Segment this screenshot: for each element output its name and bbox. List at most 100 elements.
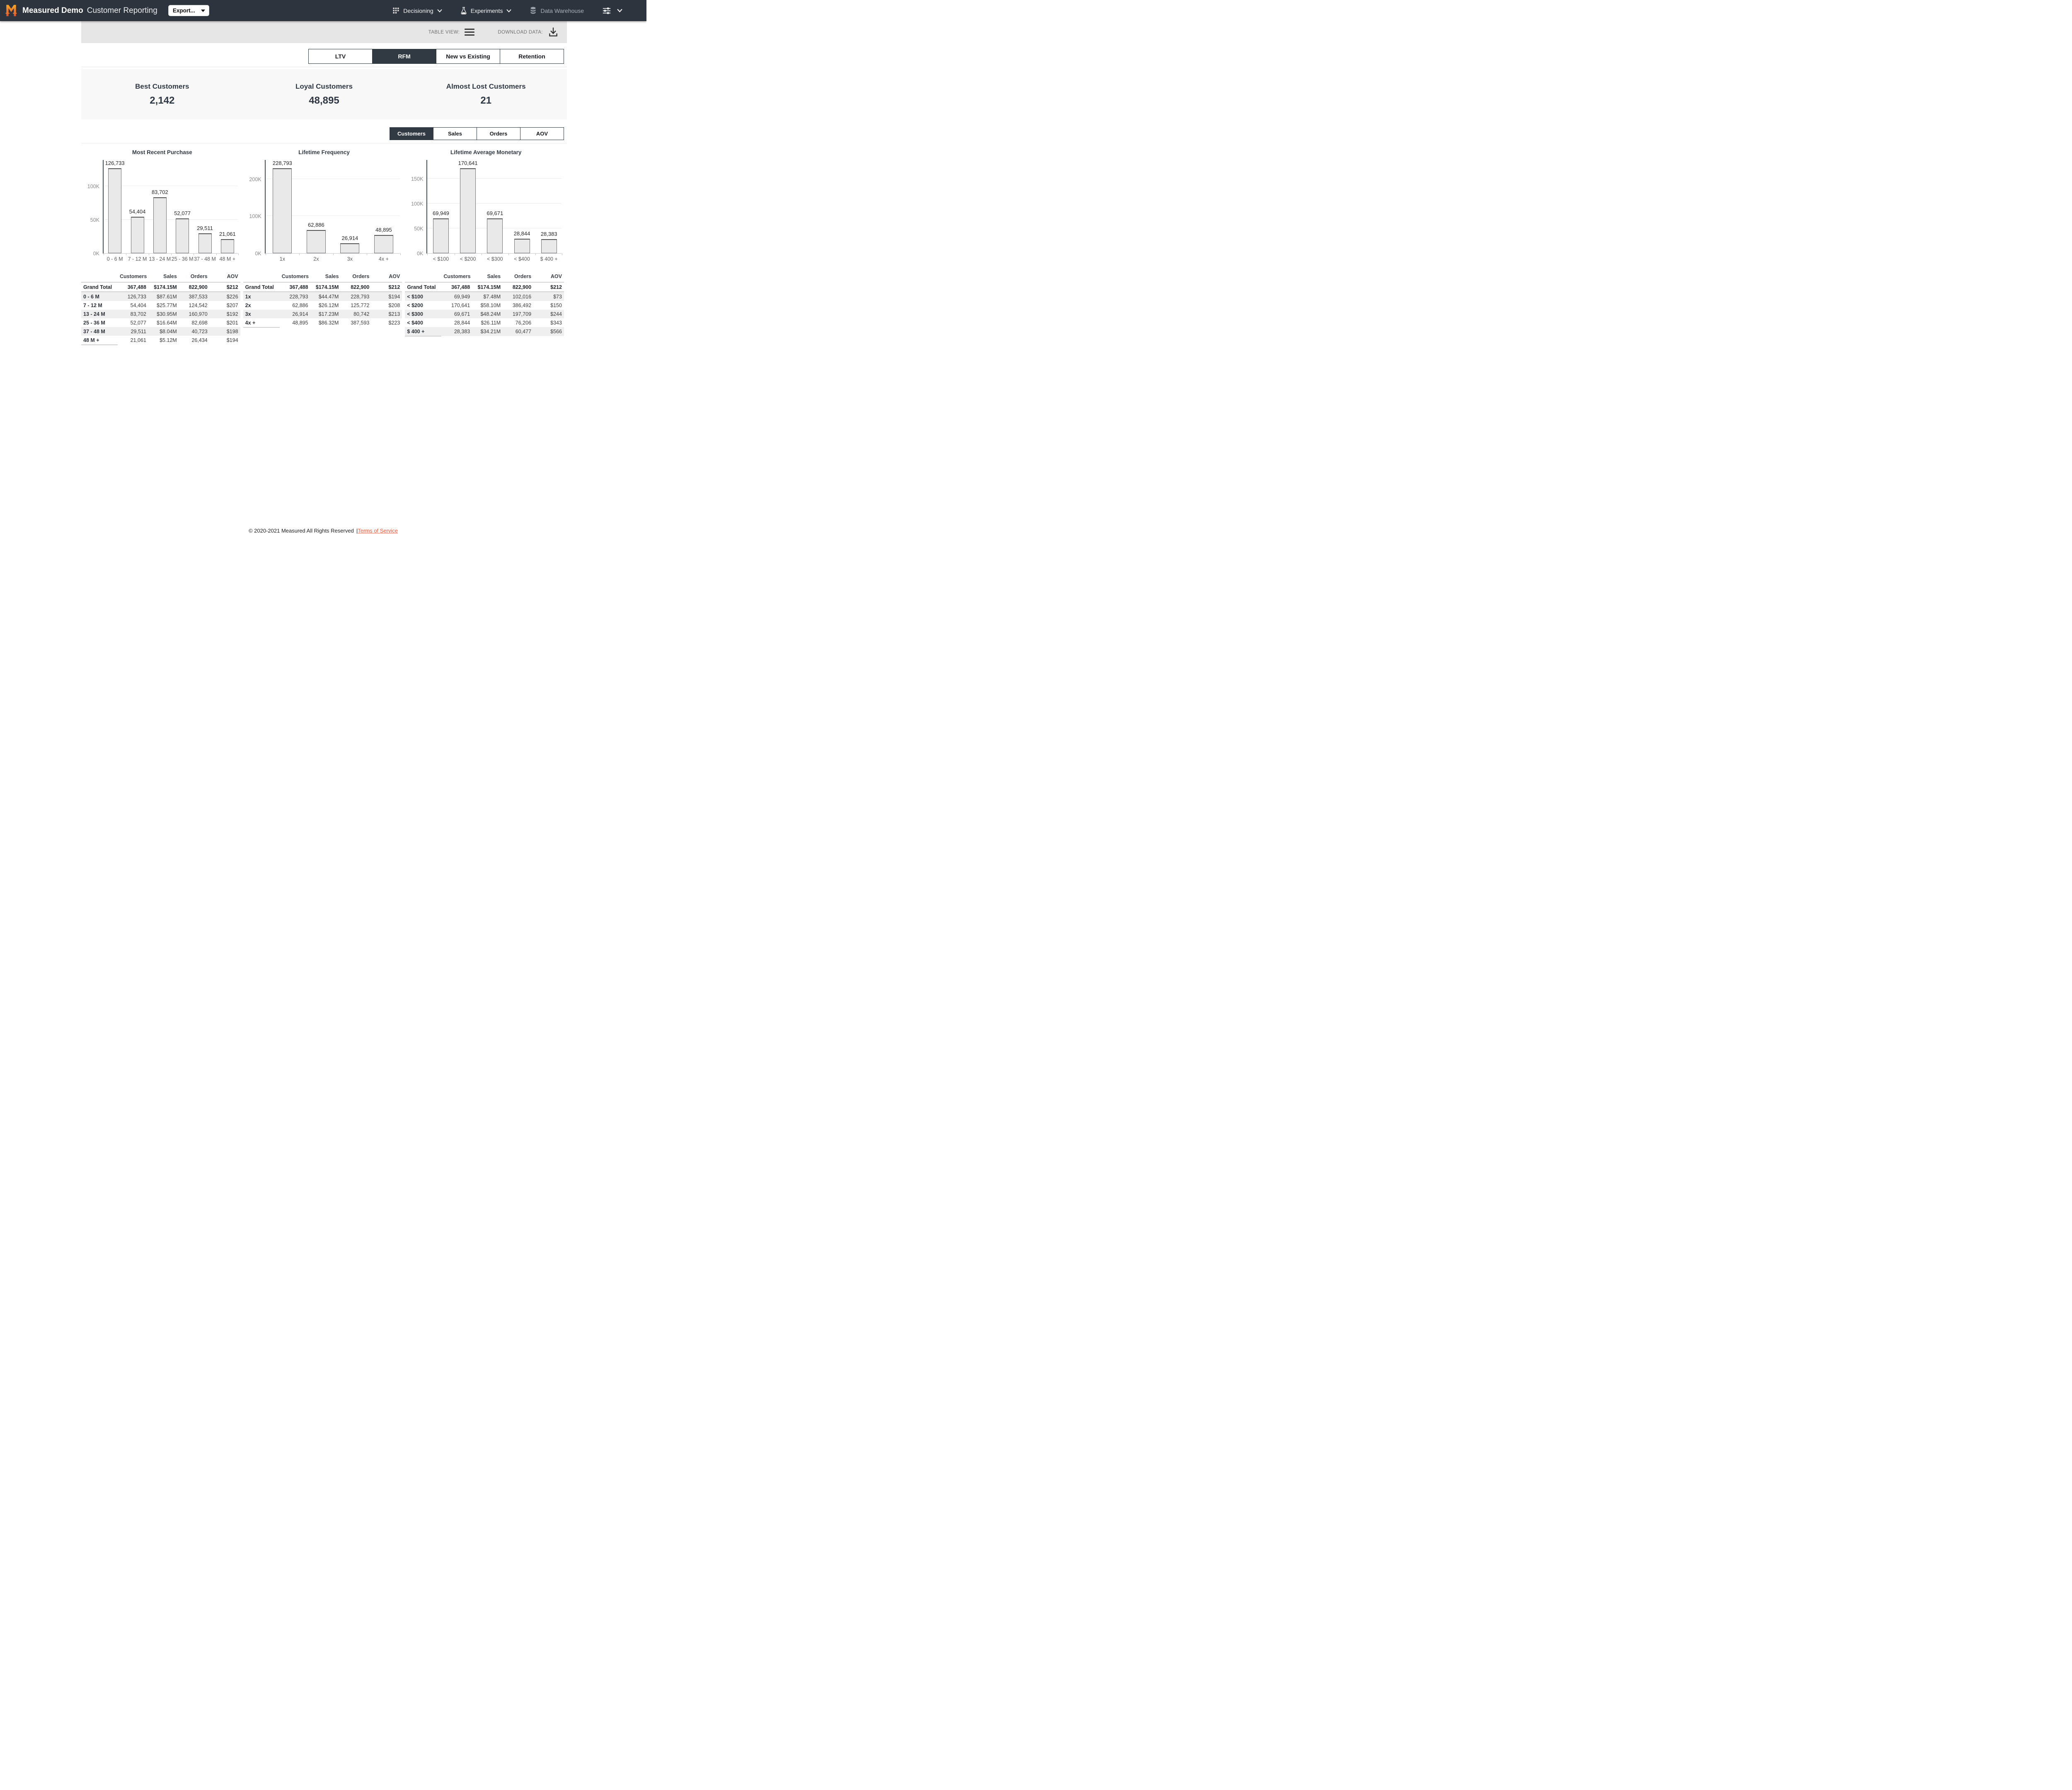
cell: $58.10M	[480, 302, 501, 308]
cell: $208	[388, 302, 400, 308]
bar-2x[interactable]	[306, 230, 326, 253]
column-header: Orders	[514, 274, 532, 279]
cell: $150	[550, 302, 562, 308]
bar-value-label: 126,733	[105, 160, 125, 166]
bar-48-m-[interactable]	[220, 239, 234, 253]
cell: 822,900	[179, 282, 210, 292]
x-tick	[400, 253, 401, 255]
cell: 386,492	[512, 302, 532, 308]
cell: $16.64M	[157, 320, 177, 326]
cell: 28,844	[454, 320, 470, 326]
column-header: Customers	[443, 274, 471, 279]
cell: $223	[388, 320, 400, 326]
tab-new-vs-existing[interactable]: New vs Existing	[436, 49, 500, 64]
cell: $212	[371, 282, 402, 292]
bar--400-[interactable]	[541, 239, 557, 253]
bar-3x[interactable]	[340, 243, 360, 253]
terms-of-service-link[interactable]: Terms of Service	[358, 528, 398, 534]
data-table: Customers Sales Orders AOV Grand Total 367,48…	[81, 272, 240, 345]
bar-37-48-m[interactable]	[198, 233, 212, 253]
tab-retention[interactable]: Retention	[500, 49, 564, 64]
x-axis-label: 3x	[347, 256, 353, 262]
tab-sales[interactable]: Sales	[433, 127, 477, 140]
column-header: AOV	[550, 274, 562, 279]
sliders-icon[interactable]	[602, 6, 611, 15]
x-axis-label: 48 M +	[219, 256, 236, 262]
cell: $87.61M	[157, 293, 177, 300]
bar-25-36-m[interactable]	[176, 218, 189, 253]
tab-customers[interactable]: Customers	[390, 127, 433, 140]
cell: $5.12M	[160, 337, 177, 343]
x-tick	[171, 253, 172, 255]
y-tick-label: 200K	[249, 176, 261, 182]
cell: $25.77M	[157, 302, 177, 308]
chevron-down-icon[interactable]	[617, 9, 622, 12]
nav-item-experiments[interactable]: Experiments	[460, 7, 512, 15]
bar-4x-[interactable]	[374, 235, 393, 253]
y-axis: 0K 50K 100K	[84, 160, 102, 257]
cell: 83,702	[130, 311, 146, 317]
cell: $174.15M	[148, 282, 179, 292]
chart-plot: 0K 50K 100K 126,733 0 - 6 M 54,404 7 - 12 M 83…	[84, 160, 239, 262]
x-axis-label: 37 - 48 M	[194, 256, 216, 262]
x-axis-label: < $100	[433, 256, 449, 262]
data-table: Customers Sales Orders AOV Grand Total 367,48…	[243, 272, 402, 328]
cell: $30.95M	[157, 311, 177, 317]
tab-aov[interactable]: AOV	[520, 127, 564, 140]
cell: 228,793	[289, 293, 308, 300]
view-tabs: LTV RFM New vs Existing Retention	[308, 49, 564, 64]
cell: 126,733	[127, 293, 146, 300]
page: Measured Demo Customer Reporting Export.…	[0, 0, 646, 537]
chart-plot: 0K 50K 100K 150K 69,949 < $100 170,641 < $200 6…	[407, 160, 563, 262]
bar-value-label: 26,914	[341, 235, 358, 241]
bar-0-6-m[interactable]	[108, 168, 122, 253]
tab-orders[interactable]: Orders	[477, 127, 520, 140]
table-row: $ 400 + 28,383 $34.21M 60,477 $566	[405, 327, 564, 337]
bar--200[interactable]	[460, 168, 476, 253]
download-icon[interactable]	[548, 27, 559, 38]
bar--100[interactable]	[433, 218, 449, 253]
nav-item-decisioning[interactable]: Decisioning	[392, 7, 442, 14]
chevron-down-icon	[437, 9, 442, 12]
table-row: < $400 28,844 $26.11M 76,206 $343	[405, 318, 564, 327]
nav-item-label: Data Warehouse	[540, 7, 584, 14]
column-header: Sales	[487, 274, 501, 279]
card-value: 48,895	[309, 94, 339, 106]
row-label: 7 - 12 M	[83, 302, 102, 308]
tab-ltv[interactable]: LTV	[308, 49, 373, 64]
column-header: Customers	[120, 274, 147, 279]
column-header: Sales	[163, 274, 177, 279]
measured-logo-icon	[5, 5, 17, 16]
export-dropdown[interactable]: Export...	[168, 5, 209, 16]
table-view-toggle-icon[interactable]	[465, 29, 475, 36]
column-header: Sales	[325, 274, 339, 279]
row-label: Grand Total	[405, 282, 442, 292]
footer: © 2020-2021 Measured All Rights Reserved…	[0, 528, 646, 534]
x-tick	[299, 253, 300, 255]
row-label: 37 - 48 M	[83, 328, 105, 334]
bar--300[interactable]	[487, 218, 503, 253]
cell: 76,206	[515, 320, 532, 326]
cell: 80,742	[353, 311, 370, 317]
bar--400[interactable]	[514, 239, 530, 253]
cell: 40,723	[191, 328, 208, 334]
x-axis-label: < $200	[460, 256, 476, 262]
chart-most-recent-purchase: Most Recent Purchase 0K 50K 100K 126,733 0 …	[81, 146, 243, 270]
cell: $86.32M	[318, 320, 339, 326]
y-axis: 0K 100K 200K	[246, 160, 264, 257]
cell: 822,900	[503, 282, 534, 292]
card-value: 21	[480, 94, 492, 106]
row-label: 13 - 24 M	[83, 311, 105, 317]
cell: $207	[226, 302, 238, 308]
bar-7-12-m[interactable]	[131, 217, 144, 253]
bar-value-label: 48,895	[375, 227, 392, 233]
tab-rfm[interactable]: RFM	[372, 49, 436, 64]
bar-value-label: 69,949	[433, 210, 449, 216]
table-row: 2x 62,886 $26.12M 125,772 $208	[243, 301, 402, 310]
bar-1x[interactable]	[273, 168, 292, 253]
nav-item-data-warehouse[interactable]: Data Warehouse	[530, 7, 584, 15]
bar-value-label: 54,404	[129, 208, 146, 215]
x-axis-label: 0 - 6 M	[107, 256, 123, 262]
cell: $48.24M	[480, 311, 501, 317]
bar-13-24-m[interactable]	[153, 197, 167, 253]
